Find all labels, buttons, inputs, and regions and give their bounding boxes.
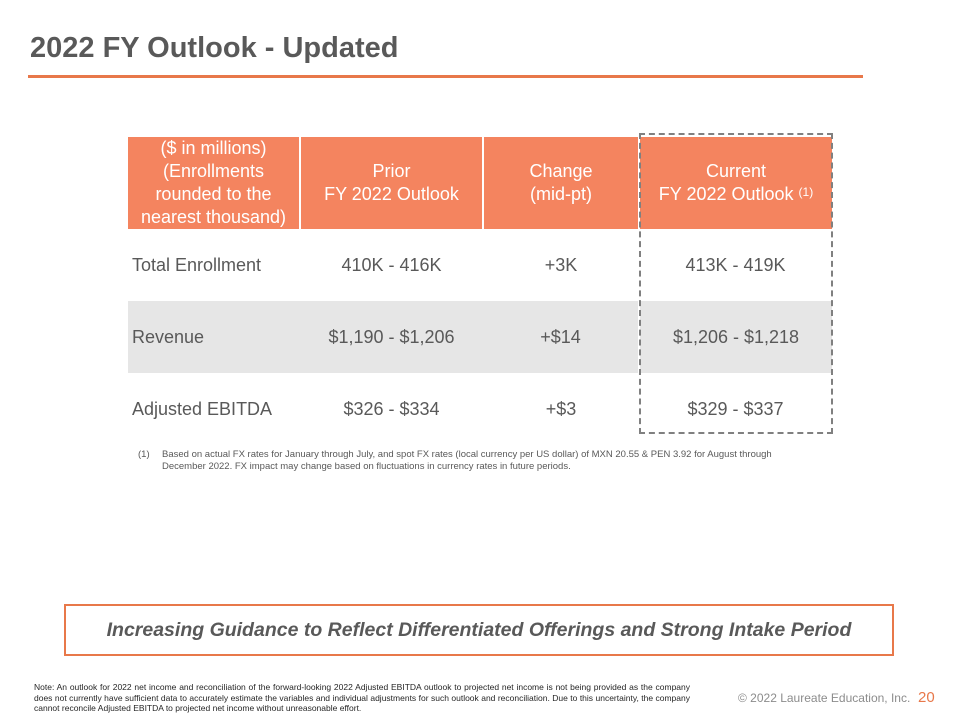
- header-line: Current: [705, 161, 767, 181]
- header-line: Change: [529, 161, 593, 181]
- units-note-line: (Enrollments rounded to the: [155, 161, 272, 204]
- current-value: 413K - 419K: [685, 254, 786, 275]
- header-line-text: FY 2022 Outlook: [658, 184, 794, 204]
- table-row: Adjusted EBITDA $326 - $334 +$3 $329 - $…: [128, 373, 832, 445]
- table-header-row: ($ in millions) (Enrollments rounded to …: [128, 137, 832, 229]
- prior-value: 410K - 416K: [341, 254, 442, 275]
- footnote-ref: (1): [798, 185, 814, 199]
- units-note-line: ($ in millions): [160, 138, 267, 158]
- current-value: $1,206 - $1,218: [638, 301, 832, 373]
- disclaimer-note: Note: An outlook for 2022 net income and…: [34, 682, 690, 713]
- row-label: Revenue: [128, 301, 300, 373]
- callout-text: Increasing Guidance to Reflect Different…: [106, 618, 852, 641]
- prior-value: $1,190 - $1,206: [300, 301, 483, 373]
- table-row: Revenue $1,190 - $1,206 +$14 $1,206 - $1…: [128, 301, 832, 373]
- row-label: Total Enrollment: [132, 254, 262, 275]
- current-value: $329 - $337: [687, 398, 784, 419]
- header-line: Prior: [372, 161, 411, 181]
- change-value: +$14: [483, 301, 639, 373]
- header-line: (mid-pt): [530, 184, 592, 204]
- copyright: © 2022 Laureate Education, Inc.: [738, 691, 911, 705]
- page-number: 20: [918, 689, 935, 706]
- change-value: +3K: [544, 254, 578, 275]
- prior-outlook-header: Prior FY 2022 Outlook: [299, 137, 483, 229]
- units-note-line: nearest thousand): [140, 207, 287, 227]
- footnote-number: (1): [138, 449, 150, 460]
- change-header: Change (mid-pt): [482, 137, 639, 229]
- row-label: Adjusted EBITDA: [132, 398, 273, 419]
- prior-value: $326 - $334: [343, 398, 440, 419]
- units-note-header: ($ in millions) (Enrollments rounded to …: [128, 137, 300, 229]
- change-value: +$3: [545, 398, 577, 419]
- guidance-callout: Increasing Guidance to Reflect Different…: [64, 604, 894, 656]
- header-line: FY 2022 Outlook: [324, 184, 459, 204]
- title-divider: [28, 75, 863, 78]
- outlook-table: ($ in millions) (Enrollments rounded to …: [128, 137, 832, 445]
- page-title: 2022 FY Outlook - Updated: [30, 32, 399, 64]
- footnote: (1) Based on actual FX rates for January…: [138, 449, 778, 472]
- table-row: Total Enrollment 410K - 416K +3K 413K - …: [128, 229, 832, 301]
- footnote-text: Based on actual FX rates for January thr…: [162, 449, 772, 472]
- header-line: FY 2022 Outlook (1): [640, 183, 832, 206]
- current-outlook-header: Current FY 2022 Outlook (1): [638, 137, 832, 229]
